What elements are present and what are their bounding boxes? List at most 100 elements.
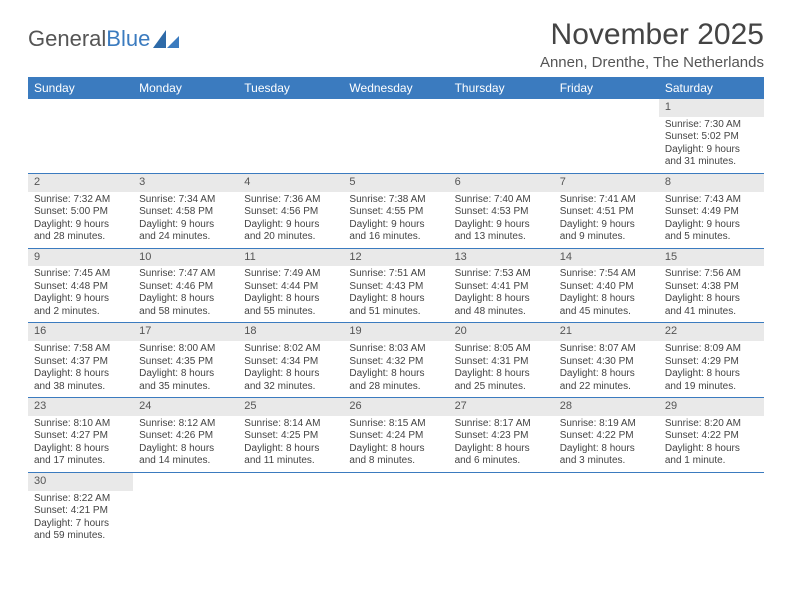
day-content: Sunrise: 8:10 AMSunset: 4:27 PMDaylight:… [28,416,133,472]
sunrise-text: Sunrise: 8:07 AM [560,343,653,356]
daylight-text: Daylight: 8 hours [349,443,442,456]
calendar-day-cell: 5Sunrise: 7:38 AMSunset: 4:55 PMDaylight… [343,173,448,248]
sunset-text: Sunset: 4:32 PM [349,356,442,369]
daylight-text: Daylight: 9 hours [139,219,232,232]
calendar-day-cell [238,99,343,173]
day-content: Sunrise: 7:43 AMSunset: 4:49 PMDaylight:… [659,192,764,248]
sunset-text: Sunset: 4:21 PM [34,505,127,518]
daylight-text: and 1 minute. [665,455,758,468]
sunset-text: Sunset: 4:53 PM [455,206,548,219]
daylight-text: Daylight: 8 hours [244,443,337,456]
sunrise-text: Sunrise: 7:40 AM [455,194,548,207]
day-content: Sunrise: 7:51 AMSunset: 4:43 PMDaylight:… [343,266,448,322]
weekday-header: Monday [133,77,238,99]
sunrise-text: Sunrise: 7:41 AM [560,194,653,207]
daylight-text: and 25 minutes. [455,381,548,394]
day-content: Sunrise: 7:38 AMSunset: 4:55 PMDaylight:… [343,192,448,248]
day-number: 4 [238,174,343,192]
calendar-day-cell: 16Sunrise: 7:58 AMSunset: 4:37 PMDayligh… [28,323,133,398]
sunrise-text: Sunrise: 7:36 AM [244,194,337,207]
calendar-day-cell [133,472,238,546]
daylight-text: and 35 minutes. [139,381,232,394]
daylight-text: Daylight: 8 hours [455,293,548,306]
calendar-day-cell: 23Sunrise: 8:10 AMSunset: 4:27 PMDayligh… [28,398,133,473]
sunset-text: Sunset: 4:22 PM [665,430,758,443]
calendar-day-cell: 13Sunrise: 7:53 AMSunset: 4:41 PMDayligh… [449,248,554,323]
day-content: Sunrise: 8:15 AMSunset: 4:24 PMDaylight:… [343,416,448,472]
calendar-day-cell: 20Sunrise: 8:05 AMSunset: 4:31 PMDayligh… [449,323,554,398]
calendar-week-row: 9Sunrise: 7:45 AMSunset: 4:48 PMDaylight… [28,248,764,323]
day-content: Sunrise: 7:58 AMSunset: 4:37 PMDaylight:… [28,341,133,397]
logo-sail-icon [153,30,179,48]
sunrise-text: Sunrise: 7:34 AM [139,194,232,207]
daylight-text: Daylight: 8 hours [560,443,653,456]
calendar-day-cell: 3Sunrise: 7:34 AMSunset: 4:58 PMDaylight… [133,173,238,248]
calendar-day-cell [449,99,554,173]
calendar-day-cell [449,472,554,546]
day-content: Sunrise: 7:34 AMSunset: 4:58 PMDaylight:… [133,192,238,248]
daylight-text: and 55 minutes. [244,306,337,319]
daylight-text: Daylight: 8 hours [139,368,232,381]
day-number: 27 [449,398,554,416]
day-number: 23 [28,398,133,416]
day-content: Sunrise: 7:49 AMSunset: 4:44 PMDaylight:… [238,266,343,322]
sunset-text: Sunset: 4:46 PM [139,281,232,294]
daylight-text: and 3 minutes. [560,455,653,468]
sunrise-text: Sunrise: 7:47 AM [139,268,232,281]
daylight-text: and 38 minutes. [34,381,127,394]
daylight-text: and 16 minutes. [349,231,442,244]
daylight-text: and 22 minutes. [560,381,653,394]
day-number: 16 [28,323,133,341]
day-number: 1 [659,99,764,117]
calendar-day-cell: 26Sunrise: 8:15 AMSunset: 4:24 PMDayligh… [343,398,448,473]
sunrise-text: Sunrise: 8:00 AM [139,343,232,356]
sunset-text: Sunset: 4:25 PM [244,430,337,443]
day-number: 14 [554,249,659,267]
day-number: 15 [659,249,764,267]
sunset-text: Sunset: 4:30 PM [560,356,653,369]
day-content: Sunrise: 7:56 AMSunset: 4:38 PMDaylight:… [659,266,764,322]
weekday-header: Sunday [28,77,133,99]
day-number: 25 [238,398,343,416]
calendar-day-cell [554,99,659,173]
day-content: Sunrise: 8:19 AMSunset: 4:22 PMDaylight:… [554,416,659,472]
sunset-text: Sunset: 4:49 PM [665,206,758,219]
day-number: 22 [659,323,764,341]
daylight-text: Daylight: 8 hours [139,443,232,456]
day-number: 7 [554,174,659,192]
daylight-text: Daylight: 8 hours [560,293,653,306]
daylight-text: Daylight: 8 hours [665,368,758,381]
day-content: Sunrise: 7:30 AMSunset: 5:02 PMDaylight:… [659,117,764,173]
day-number: 13 [449,249,554,267]
daylight-text: Daylight: 8 hours [244,368,337,381]
daylight-text: Daylight: 9 hours [560,219,653,232]
daylight-text: and 20 minutes. [244,231,337,244]
sunset-text: Sunset: 4:31 PM [455,356,548,369]
daylight-text: and 28 minutes. [34,231,127,244]
day-content: Sunrise: 8:12 AMSunset: 4:26 PMDaylight:… [133,416,238,472]
day-number: 10 [133,249,238,267]
day-content: Sunrise: 8:17 AMSunset: 4:23 PMDaylight:… [449,416,554,472]
sunset-text: Sunset: 4:55 PM [349,206,442,219]
daylight-text: and 51 minutes. [349,306,442,319]
day-number: 11 [238,249,343,267]
daylight-text: Daylight: 9 hours [34,293,127,306]
day-content: Sunrise: 7:40 AMSunset: 4:53 PMDaylight:… [449,192,554,248]
location: Annen, Drenthe, The Netherlands [540,54,764,71]
sunrise-text: Sunrise: 8:22 AM [34,493,127,506]
day-number: 9 [28,249,133,267]
daylight-text: Daylight: 7 hours [34,518,127,531]
daylight-text: Daylight: 9 hours [665,219,758,232]
daylight-text: and 11 minutes. [244,455,337,468]
daylight-text: and 41 minutes. [665,306,758,319]
calendar-day-cell: 28Sunrise: 8:19 AMSunset: 4:22 PMDayligh… [554,398,659,473]
daylight-text: Daylight: 9 hours [244,219,337,232]
daylight-text: Daylight: 8 hours [349,293,442,306]
daylight-text: and 28 minutes. [349,381,442,394]
daylight-text: and 2 minutes. [34,306,127,319]
daylight-text: and 17 minutes. [34,455,127,468]
day-content: Sunrise: 8:02 AMSunset: 4:34 PMDaylight:… [238,341,343,397]
logo-text-blue: Blue [106,26,150,52]
sunset-text: Sunset: 4:56 PM [244,206,337,219]
calendar-day-cell: 7Sunrise: 7:41 AMSunset: 4:51 PMDaylight… [554,173,659,248]
